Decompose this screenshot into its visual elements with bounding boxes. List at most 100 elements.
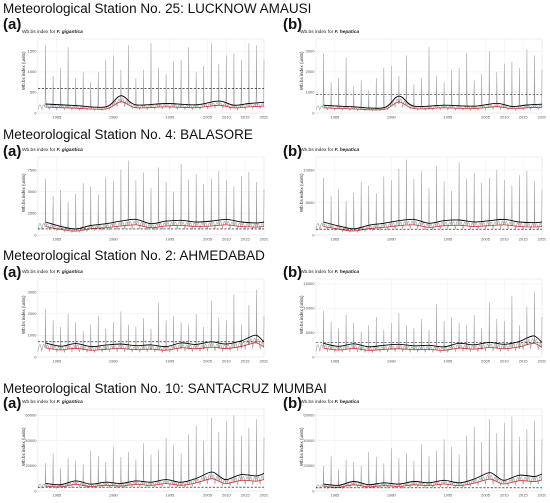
y-tick-label: 3000 xyxy=(306,49,316,54)
x-tick-label: 2005 xyxy=(481,359,491,364)
x-tick-label: 1995 xyxy=(443,493,453,498)
title-prefix: Wb.bs index for xyxy=(300,148,335,153)
x-tick-label: 1965 xyxy=(52,493,62,498)
y-tick-label: 0 xyxy=(312,110,315,115)
title-prefix: Wb.bs index for xyxy=(22,30,57,35)
y-tick-label: 5000 xyxy=(306,330,316,335)
x-tick-label: 1980 xyxy=(387,493,397,498)
title-prefix: Wb.bs index for xyxy=(22,270,57,275)
y-tick-label: 2000 xyxy=(306,69,316,74)
x-tick-label: 2015 xyxy=(241,359,251,364)
series-trend xyxy=(45,95,265,108)
chart-panel: Wb.bs index for F. gigantica Wb.bs index… xyxy=(21,400,268,500)
series-spikes xyxy=(315,416,543,490)
x-tick-label: 2015 xyxy=(519,493,529,498)
series-spikes xyxy=(37,289,265,353)
series-spikes xyxy=(315,159,543,234)
series-smooth xyxy=(323,224,543,232)
y-tick-label: 0 xyxy=(34,110,37,115)
x-tick-label: 2010 xyxy=(222,493,232,498)
series-smooth xyxy=(323,101,543,111)
x-tick-label: 2020 xyxy=(538,237,546,242)
y-axis-label: Wb.bs index (units) xyxy=(21,427,26,466)
panel-title: Wb.bs index for F. gigantica xyxy=(22,400,83,405)
x-tick-label: 2010 xyxy=(222,237,232,242)
y-tick-label: 1000 xyxy=(28,69,38,74)
y-axis-label: Wb.bs index (units) xyxy=(299,427,304,466)
x-tick-label: 2005 xyxy=(481,493,491,498)
station-title-balasore: Meteorological Station No. 4: BALASORE xyxy=(3,127,253,142)
x-tick-label: 1995 xyxy=(165,237,175,242)
x-tick-label: 2010 xyxy=(500,115,510,120)
x-tick-label: 1995 xyxy=(443,359,453,364)
y-tick-label: 0 xyxy=(312,488,315,493)
series-spikes xyxy=(37,160,265,234)
species-name: F. hepatica xyxy=(334,270,360,275)
chart-svg: 0 5000 10000 15000 1965 1980 1995 2005 2010 2015 2… xyxy=(303,278,546,364)
chart-panel: Wb.bs index for F. gigantica Wb.bs index… xyxy=(21,148,268,244)
y-axis-label: Wb.bs index (units) xyxy=(21,295,26,334)
chart-panel: Wb.bs index for F. hepatica Wb.bs index … xyxy=(299,148,546,244)
x-tick-label: 1965 xyxy=(52,359,62,364)
series-trend xyxy=(323,218,543,230)
x-tick-label: 1980 xyxy=(109,115,119,120)
x-tick-label: 2005 xyxy=(203,359,213,364)
species-name: F. gigantica xyxy=(56,148,83,153)
chart-svg: 0 1000 2000 3000 1965 1980 1995 2005 2010 2015 202… xyxy=(306,38,546,120)
y-tick-label: 0 xyxy=(34,488,37,493)
chart-svg: 0 5000 10000 1965 1980 1995 2005 2010 2015 2020 xyxy=(303,156,546,242)
x-tick-label: 1980 xyxy=(387,115,397,120)
series-trend xyxy=(323,95,543,109)
species-name: F. hepatica xyxy=(334,148,360,153)
series-trend xyxy=(45,471,265,486)
x-tick-label: 2015 xyxy=(241,493,251,498)
x-tick-label: 1980 xyxy=(109,493,119,498)
series-spikes xyxy=(37,415,265,490)
y-tick-label: 40000 xyxy=(303,438,315,443)
series-trend xyxy=(45,334,265,348)
chart-svg: 0 1000 2000 3000 1965 1980 1995 2005 2010 2015 202… xyxy=(28,278,268,364)
species-name: F. hepatica xyxy=(334,30,360,35)
chart-panel: Wb.bs index for F. hepatica Wb.bs index … xyxy=(299,30,546,122)
chart-svg: 0 500 1000 1500 1965 1980 1995 2005 2010 2015 2020 xyxy=(28,38,268,120)
x-tick-label: 2005 xyxy=(203,237,213,242)
series-smooth xyxy=(45,478,265,488)
y-tick-label: 5000 xyxy=(306,200,316,205)
y-tick-label: 60000 xyxy=(303,413,315,418)
panel-title: Wb.bs index for F. gigantica xyxy=(22,270,83,275)
series-smooth xyxy=(323,342,543,351)
x-tick-label: 2020 xyxy=(260,493,268,498)
series-trend xyxy=(45,218,265,230)
station-title-lucknow: Meteorological Station No. 25: LUCKNOW A… xyxy=(3,1,312,16)
y-tick-label: 7500 xyxy=(28,167,38,172)
x-tick-label: 1965 xyxy=(330,237,340,242)
x-tick-label: 2005 xyxy=(481,237,491,242)
title-prefix: Wb.bs index for xyxy=(300,30,335,35)
y-tick-label: 500 xyxy=(30,90,37,95)
x-tick-label: 2005 xyxy=(203,493,213,498)
x-tick-label: 1965 xyxy=(330,493,340,498)
title-prefix: Wb.bs index for xyxy=(22,148,57,153)
series-spikes xyxy=(315,47,543,112)
panel-letter: (b) xyxy=(283,143,303,160)
x-tick-label: 2015 xyxy=(519,237,529,242)
x-tick-label: 2010 xyxy=(500,237,510,242)
panel-letter: (b) xyxy=(283,264,303,281)
panel-title: Wb.bs index for F. gigantica xyxy=(22,30,83,35)
panel-letter: (b) xyxy=(283,395,303,412)
title-prefix: Wb.bs index for xyxy=(300,270,335,275)
y-tick-label: 0 xyxy=(34,354,37,359)
y-axis-label: Wb.bs index (units) xyxy=(299,51,304,90)
y-tick-label: 10000 xyxy=(303,167,315,172)
chart-panel: Wb.bs index for F. gigantica Wb.bs index… xyxy=(21,30,268,122)
y-axis-label: Wb.bs index (units) xyxy=(21,173,26,212)
series-spikes xyxy=(315,291,543,353)
x-tick-label: 1995 xyxy=(165,115,175,120)
y-tick-label: 40000 xyxy=(25,438,37,443)
x-tick-label: 1995 xyxy=(165,359,175,364)
x-tick-label: 1965 xyxy=(330,359,340,364)
y-tick-label: 1000 xyxy=(306,90,316,95)
x-tick-label: 1980 xyxy=(387,359,397,364)
x-tick-label: 1965 xyxy=(52,237,62,242)
series-smooth xyxy=(323,478,543,488)
